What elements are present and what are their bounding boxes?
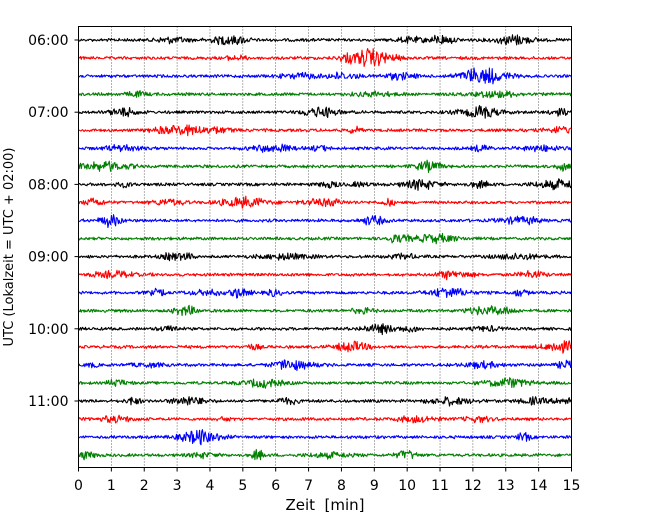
trace-0915 [78, 269, 572, 281]
y-tick-label: 08:00 [28, 177, 68, 193]
trace-1045 [77, 377, 572, 389]
trace-0830 [78, 214, 572, 229]
trace-0715 [78, 124, 572, 137]
x-tick-label: 0 [74, 478, 83, 494]
seismic-traces [77, 34, 572, 461]
x-tick-label: 13 [497, 478, 515, 494]
x-tick-label: 3 [173, 478, 182, 494]
x-tick-label: 4 [206, 478, 215, 494]
x-tick-label: 15 [563, 478, 581, 494]
y-tick-label: 10:00 [28, 322, 68, 338]
x-tick-label: 9 [370, 478, 379, 494]
trace-0615 [78, 47, 572, 68]
trace-0845 [78, 232, 572, 245]
trace-0930 [78, 287, 572, 299]
y-axis-label: UTC (Lokalzeit = UTC + 02:00) [2, 148, 17, 347]
y-axis-ticks: 06:00 07:00 08:00 09:00 10:00 11:00 [28, 33, 79, 410]
y-tick-label: 06:00 [28, 33, 68, 49]
trace-0815 [77, 195, 572, 209]
x-tick-label: 10 [398, 478, 416, 494]
x-tick-label: 1 [107, 478, 116, 494]
trace-0745 [77, 159, 572, 174]
y-tick-label: 07:00 [28, 105, 68, 121]
trace-0730 [78, 143, 572, 153]
trace-0700 [78, 105, 572, 119]
trace-0945 [78, 304, 572, 317]
x-tick-label: 6 [271, 478, 280, 494]
trace-1130 [78, 429, 572, 446]
x-tick-label: 5 [238, 478, 247, 494]
x-tick-label: 14 [530, 478, 548, 494]
y-tick-label: 09:00 [28, 250, 68, 266]
trace-0630 [78, 67, 572, 85]
trace-1015 [78, 340, 572, 354]
plot-frame [78, 26, 572, 468]
trace-0600 [77, 34, 572, 46]
trace-1145 [77, 448, 572, 461]
y-tick-label: 11:00 [28, 394, 68, 410]
trace-0900 [78, 252, 572, 262]
trace-1030 [78, 359, 572, 371]
x-tick-label: 8 [337, 478, 346, 494]
x-tick-label: 2 [140, 478, 149, 494]
trace-1100 [78, 396, 572, 407]
x-axis-label: Zeit [min] [285, 496, 364, 514]
x-tick-label: 11 [431, 478, 449, 494]
trace-0800 [78, 178, 572, 191]
x-axis-ticks: 0 1 2 3 4 5 6 7 8 9 10 11 12 13 14 15 [74, 467, 581, 494]
x-tick-label: 7 [304, 478, 313, 494]
x-tick-label: 12 [464, 478, 482, 494]
trace-1115 [77, 414, 572, 424]
trace-1000 [77, 323, 572, 336]
trace-0645 [78, 90, 572, 99]
